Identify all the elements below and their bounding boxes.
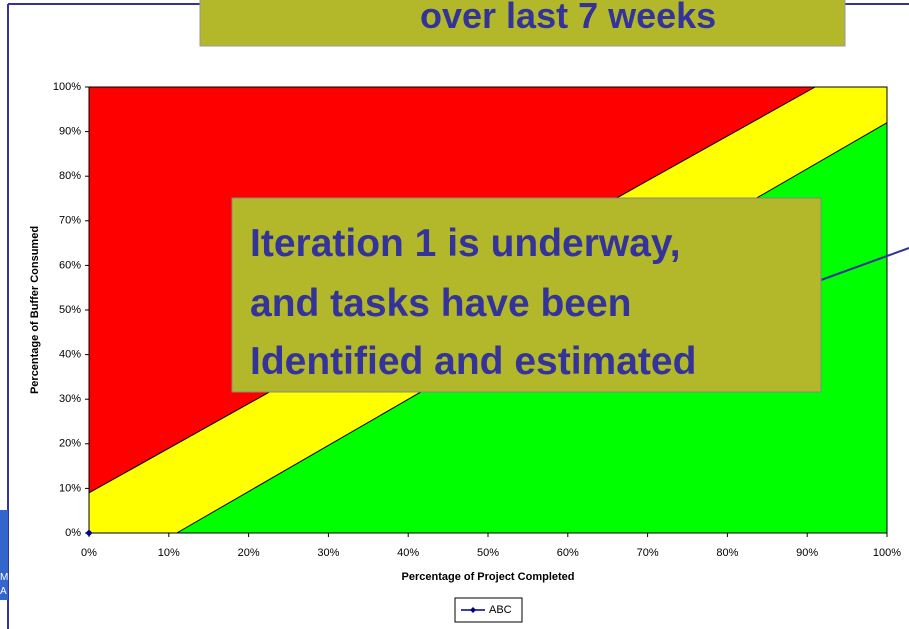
y-tick-label: 70%: [59, 215, 81, 227]
x-tick-label: 90%: [796, 547, 818, 559]
x-tick-label: 40%: [397, 547, 419, 559]
y-tick-label: 90%: [59, 126, 81, 138]
x-tick-label: 70%: [637, 547, 659, 559]
x-tick-label: 100%: [873, 547, 901, 559]
annotation-line: Iteration 1 is underway,: [250, 222, 681, 265]
legend-swatch: [470, 607, 476, 613]
callout-line: [820, 247, 909, 281]
x-tick-label: 30%: [317, 547, 339, 559]
x-tick-label: 80%: [716, 547, 738, 559]
title-box: [199, 0, 846, 47]
legend-label: ABC: [489, 604, 512, 616]
annotation-box: [231, 197, 822, 393]
slide-title: over last 7 weeks: [420, 0, 716, 36]
y-tick-label: 80%: [59, 170, 81, 182]
y-tick-label: 50%: [59, 304, 81, 316]
x-tick-label: 50%: [477, 547, 499, 559]
y-tick-label: 10%: [59, 482, 81, 494]
x-tick-label: 20%: [238, 547, 260, 559]
y-tick-label: 100%: [53, 81, 81, 93]
point: [85, 529, 93, 537]
side-letter: A: [0, 586, 7, 597]
y-axis-label: Percentage of Buffer Consumed: [29, 226, 41, 394]
y-tick-label: 40%: [59, 349, 81, 361]
x-tick-label: 0%: [81, 547, 97, 559]
annotation-line: and tasks have been: [250, 282, 632, 325]
x-tick-label: 60%: [557, 547, 579, 559]
legend: [454, 597, 523, 623]
side-block: [0, 510, 8, 600]
y-tick-label: 0%: [65, 527, 81, 539]
annotation-line: Identified and estimated: [250, 340, 696, 383]
x-axis-label: Percentage of Project Completed: [402, 571, 575, 583]
y-tick-label: 30%: [59, 393, 81, 405]
y-tick-label: 60%: [59, 259, 81, 271]
side-letter: M: [0, 572, 8, 583]
y-tick-label: 20%: [59, 438, 81, 450]
x-tick-label: 10%: [158, 547, 180, 559]
